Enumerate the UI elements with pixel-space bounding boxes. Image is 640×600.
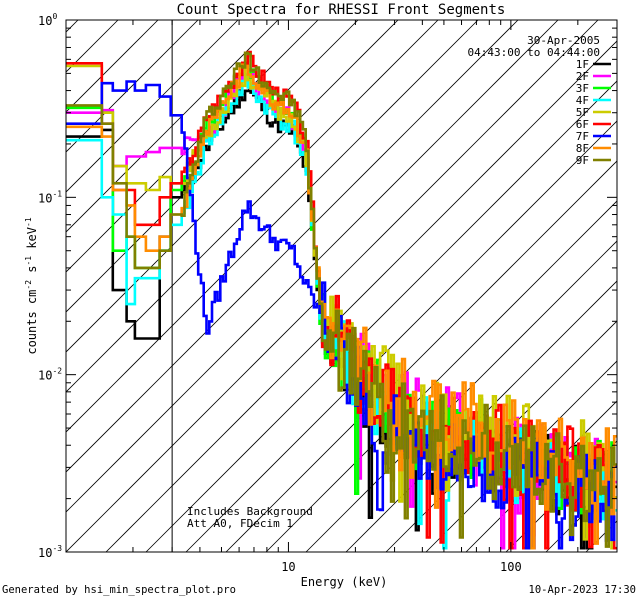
hatch-line bbox=[0, 20, 398, 552]
y-axis-label: counts cm-2 s-1 keV-1 bbox=[24, 217, 39, 354]
annotation-attenuator: Att A0, FDecim 1 bbox=[187, 517, 293, 530]
y-tick-label: 10-2 bbox=[38, 367, 62, 383]
legend-label-9F: 9F bbox=[576, 154, 589, 167]
hatch-line bbox=[626, 20, 640, 552]
footer-generated-by: Generated by hsi_min_spectra_plot.pro bbox=[2, 584, 236, 596]
hatch-line bbox=[0, 20, 118, 552]
chart-title: Count Spectra for RHESSI Front Segments bbox=[177, 2, 506, 18]
x-tick-label: 10 bbox=[281, 560, 295, 574]
y-tick-label: 10-1 bbox=[38, 189, 62, 205]
x-axis-label: Energy (keV) bbox=[301, 575, 388, 589]
y-tick-label: 10-3 bbox=[38, 544, 62, 560]
spectra-chart: Count Spectra for RHESSI Front Segments … bbox=[0, 0, 640, 600]
footer-timestamp: 10-Apr-2023 17:30 bbox=[529, 584, 636, 596]
x-tick-label: 100 bbox=[500, 560, 522, 574]
series-line-9F bbox=[66, 53, 617, 547]
hatch-line bbox=[0, 20, 358, 552]
hatch-line bbox=[0, 20, 238, 552]
series-layer bbox=[66, 52, 617, 548]
y-tick-label: 100 bbox=[38, 12, 57, 28]
